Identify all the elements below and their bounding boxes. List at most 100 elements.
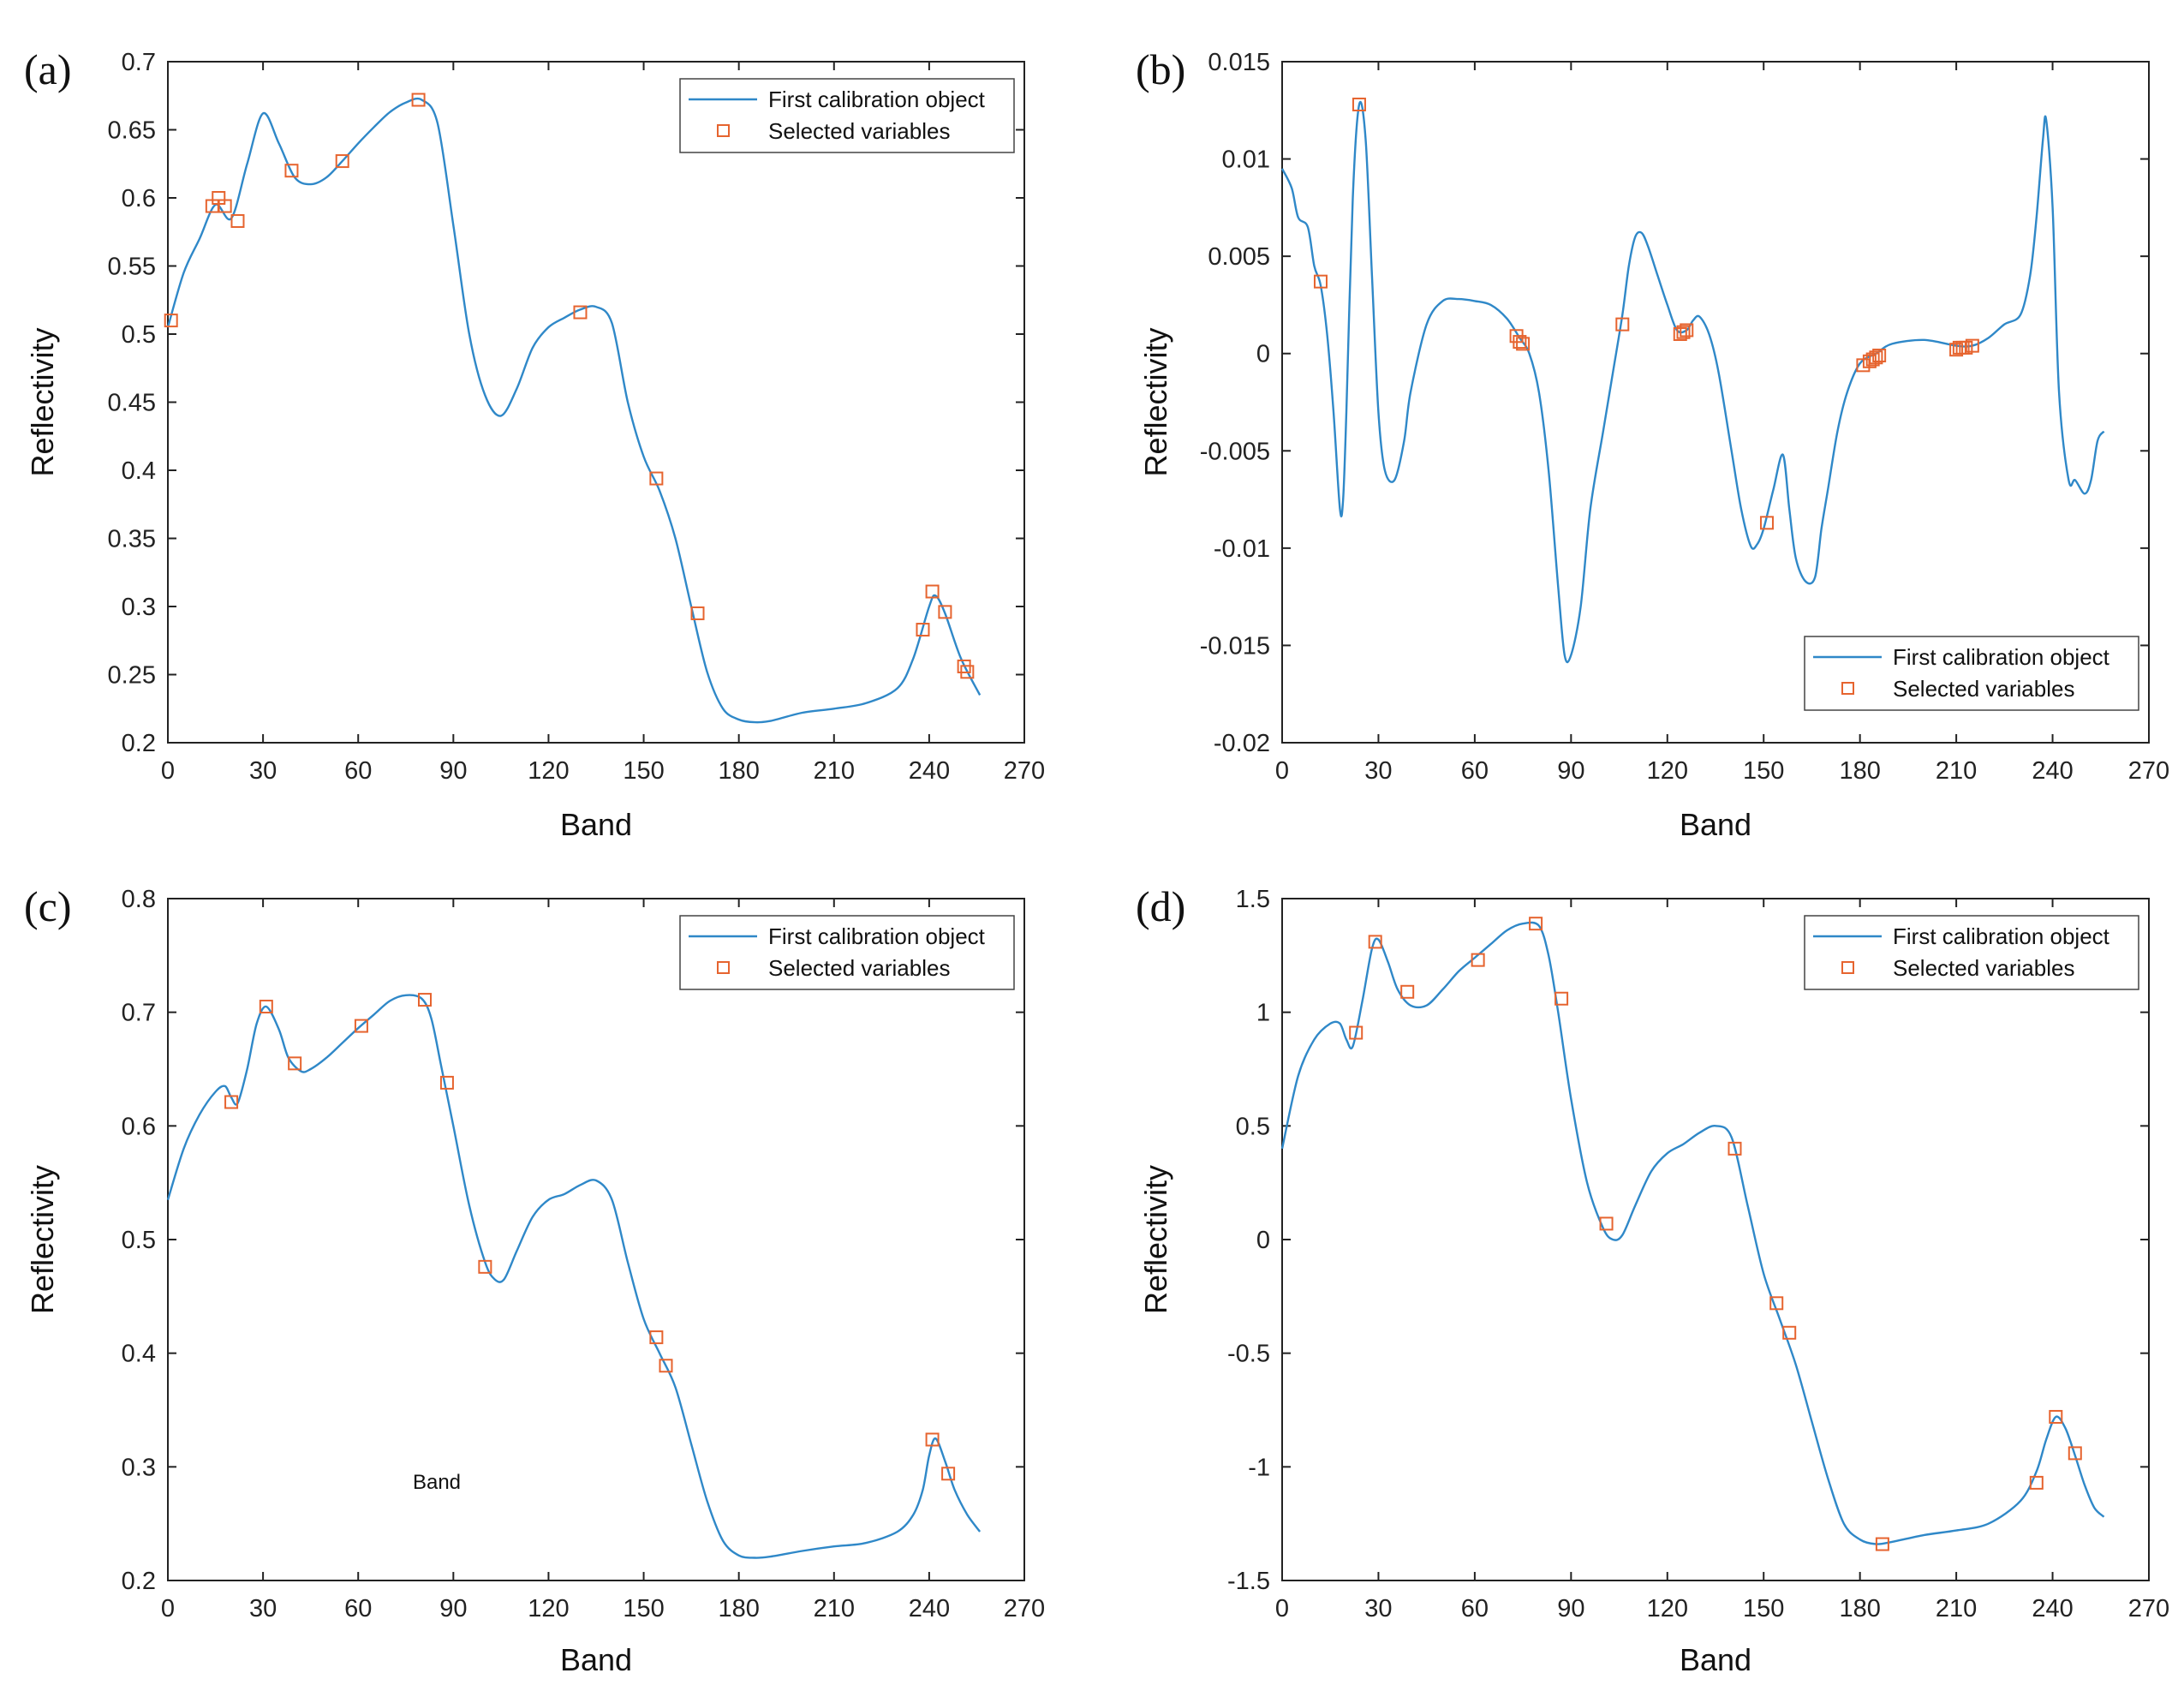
selected-variable-marker bbox=[1965, 338, 1979, 353]
selected-variable-marker bbox=[1875, 1537, 1889, 1551]
selected-variable-marker bbox=[938, 605, 952, 619]
y-tick-label: 0.005 bbox=[1208, 243, 1270, 271]
x-axis-label: Band bbox=[1680, 807, 1751, 842]
selected-variable-marker bbox=[164, 314, 178, 328]
y-tick-label: -0.015 bbox=[1200, 632, 1270, 660]
x-tick-label: 180 bbox=[718, 1595, 759, 1622]
x-tick-label: 120 bbox=[528, 1595, 569, 1622]
y-tick-label: -1.5 bbox=[1227, 1568, 1270, 1595]
x-tick-label: 180 bbox=[1839, 1595, 1880, 1622]
x-tick-label: 210 bbox=[1936, 1595, 1977, 1622]
x-tick-label: 270 bbox=[1004, 1595, 1045, 1622]
y-tick-label: 0.45 bbox=[108, 390, 156, 417]
selected-variable-marker bbox=[1615, 317, 1630, 332]
selected-variable-marker bbox=[925, 584, 940, 599]
y-tick-label: 1 bbox=[1256, 1000, 1270, 1027]
x-tick-label: 60 bbox=[1461, 1595, 1489, 1622]
y-tick-label: 0.65 bbox=[108, 117, 156, 145]
y-tick-label: 0.6 bbox=[122, 1113, 156, 1140]
y-tick-label: -1 bbox=[1248, 1454, 1270, 1481]
legend-box bbox=[1804, 636, 2139, 711]
y-tick-label: 0.55 bbox=[108, 254, 156, 281]
x-tick-label: 240 bbox=[2032, 1595, 2073, 1622]
selected-variable-marker bbox=[2049, 1409, 2063, 1424]
series-line bbox=[1280, 101, 2105, 664]
x-tick-label: 270 bbox=[2128, 1595, 2169, 1622]
legend-marker-swatch bbox=[717, 961, 730, 974]
selected-variable-marker bbox=[2029, 1475, 2044, 1490]
selected-variable-marker bbox=[1516, 337, 1531, 351]
selected-variable-marker bbox=[418, 993, 432, 1007]
y-tick-label: 0 bbox=[1256, 1227, 1270, 1254]
y-tick-label: -0.5 bbox=[1227, 1341, 1270, 1368]
selected-variable-marker bbox=[1782, 1325, 1797, 1340]
chart-panel-a: (a) 0 30 60 90 120 150 180 210 240 270 0.2 0.25 0.3 0.… bbox=[24, 45, 1045, 842]
series-line bbox=[166, 994, 982, 1559]
x-axis-label: Band bbox=[1680, 1642, 1751, 1677]
x-tick-label: 270 bbox=[2128, 757, 2169, 785]
x-tick-label: 30 bbox=[249, 1595, 277, 1622]
y-tick-label: 1.5 bbox=[1236, 886, 1270, 913]
x-tick-label: 90 bbox=[1557, 757, 1584, 785]
x-tick-label: 240 bbox=[909, 1595, 950, 1622]
y-tick-label: 0.25 bbox=[108, 662, 156, 690]
chart-panel-c: (c) 0 30 60 90 120 150 180 210 240 270 0.2 0.3 0.4 0.5… bbox=[24, 882, 1045, 1677]
legend-entry-markers: Selected variables bbox=[1893, 676, 2074, 702]
selected-variable-marker bbox=[1869, 350, 1883, 365]
legend-entry-markers: Selected variables bbox=[768, 955, 950, 981]
selected-variable-marker bbox=[1400, 984, 1415, 999]
legend-marker-swatch bbox=[717, 124, 730, 137]
selected-variable-marker bbox=[649, 471, 664, 486]
x-tick-label: 240 bbox=[2032, 757, 2073, 785]
selected-variable-marker bbox=[1529, 917, 1543, 931]
y-tick-label: 0.7 bbox=[122, 1000, 156, 1027]
selected-variable-marker bbox=[925, 1432, 940, 1447]
x-tick-label: 60 bbox=[1461, 757, 1489, 785]
y-tick-label: 0 bbox=[1256, 341, 1270, 368]
y-tick-label: 0.5 bbox=[122, 321, 156, 349]
x-tick-label: 0 bbox=[1275, 757, 1289, 785]
x-tick-label: 0 bbox=[161, 757, 175, 785]
x-tick-label: 30 bbox=[249, 757, 277, 785]
legend-marker-swatch bbox=[1841, 961, 1854, 974]
x-tick-label: 180 bbox=[1839, 757, 1880, 785]
y-axis-label: Reflectivity bbox=[25, 1165, 60, 1314]
selected-variable-marker bbox=[335, 154, 349, 169]
selected-variable-marker bbox=[1676, 325, 1691, 339]
x-tick-label: 270 bbox=[1004, 757, 1045, 785]
x-tick-label: 30 bbox=[1364, 757, 1392, 785]
y-axis-label: Reflectivity bbox=[25, 327, 60, 476]
x-tick-label: 210 bbox=[814, 1595, 855, 1622]
y-tick-label: 0.2 bbox=[122, 1568, 156, 1595]
selected-variable-marker bbox=[1759, 516, 1774, 530]
legend-box bbox=[1804, 915, 2139, 990]
selected-variable-marker bbox=[573, 305, 588, 320]
selected-variable-marker bbox=[478, 1259, 492, 1274]
selected-variable-marker bbox=[941, 1467, 956, 1481]
legend-marker-swatch bbox=[1841, 682, 1854, 695]
y-tick-label: 0.5 bbox=[122, 1227, 156, 1254]
x-tick-label: 0 bbox=[161, 1595, 175, 1622]
selected-variable-marker bbox=[916, 623, 930, 637]
x-tick-label: 120 bbox=[1647, 1595, 1688, 1622]
selected-variable-marker bbox=[690, 606, 705, 620]
selected-variable-marker bbox=[288, 1056, 302, 1071]
y-tick-label: 0.6 bbox=[122, 185, 156, 212]
selected-variable-marker bbox=[1313, 274, 1328, 289]
stray-annotation-text: Band bbox=[413, 1471, 461, 1494]
y-tick-label: 0.015 bbox=[1208, 49, 1270, 76]
selected-variable-marker bbox=[224, 1095, 239, 1109]
x-axis-label: Band bbox=[560, 807, 632, 842]
y-tick-label: -0.01 bbox=[1214, 535, 1270, 563]
x-tick-label: 120 bbox=[1647, 757, 1688, 785]
x-tick-label: 240 bbox=[909, 757, 950, 785]
y-axis-label: Reflectivity bbox=[1138, 1165, 1173, 1314]
y-tick-label: 0.7 bbox=[122, 49, 156, 76]
legend: First calibration object Selected variabl… bbox=[679, 78, 1015, 153]
selected-variable-marker bbox=[259, 1000, 273, 1014]
x-axis-label: Band bbox=[560, 1642, 632, 1677]
selected-variable-marker bbox=[1728, 1141, 1742, 1156]
legend-entry-line: First calibration object bbox=[768, 87, 986, 112]
selected-variable-marker bbox=[1554, 991, 1569, 1006]
